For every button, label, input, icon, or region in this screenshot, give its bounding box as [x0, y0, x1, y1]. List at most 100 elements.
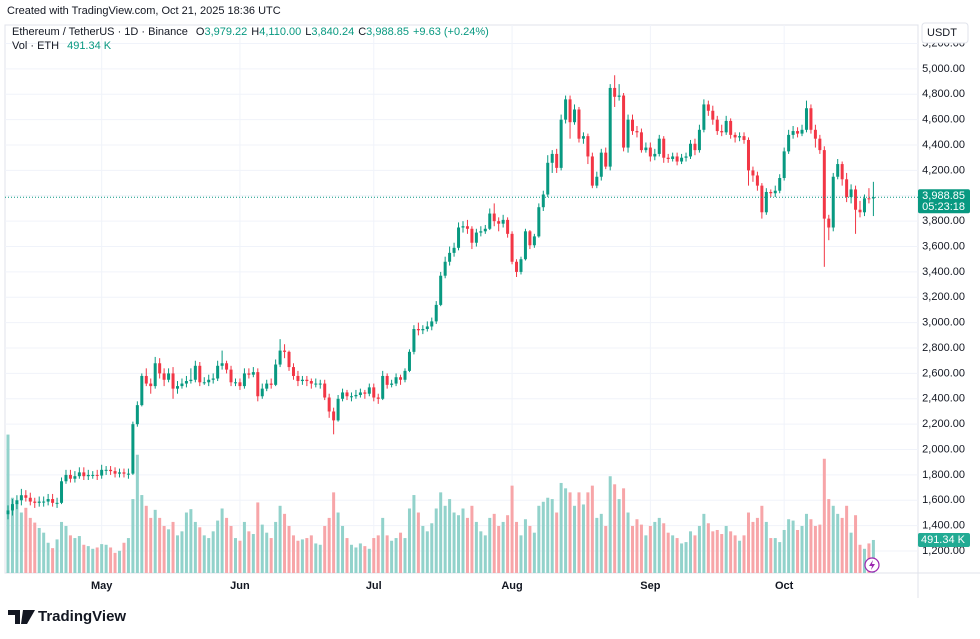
- candle-body: [95, 474, 99, 476]
- candle-body: [751, 170, 755, 176]
- volume-legend: Vol · ETH 491.34 K: [12, 40, 111, 52]
- candle-body: [153, 363, 157, 387]
- volume-bar: [764, 521, 768, 573]
- candle-body: [407, 351, 411, 371]
- candle-body: [354, 394, 358, 397]
- volume-bar: [457, 515, 461, 573]
- candle-body: [207, 379, 211, 383]
- candle-body: [198, 365, 202, 383]
- symbol[interactable]: Ethereum / TetherUS · 1D · Binance: [12, 26, 188, 38]
- c-label: C: [358, 26, 367, 38]
- candle-body: [519, 259, 523, 272]
- volume-bar: [189, 509, 193, 573]
- candle-body: [492, 213, 496, 222]
- volume-bar: [626, 512, 630, 573]
- volume-bar: [367, 548, 371, 573]
- volume-bar: [746, 512, 750, 573]
- vol-label[interactable]: Vol · ETH: [12, 40, 60, 52]
- volume-bar: [233, 538, 237, 573]
- volume-bar: [95, 547, 99, 573]
- candle-body: [809, 108, 813, 130]
- candle-body: [635, 131, 639, 133]
- volume-bar: [91, 548, 95, 573]
- volume-bar: [19, 512, 23, 573]
- x-tick-label: Sep: [640, 580, 660, 592]
- candle-body: [813, 129, 817, 139]
- volume-bar: [37, 527, 41, 573]
- volume-bar: [86, 546, 90, 573]
- volume-bar: [831, 505, 835, 573]
- volume-bar: [198, 527, 202, 573]
- y-tick-label: 2,000.00: [922, 443, 965, 455]
- candle-body: [135, 405, 139, 425]
- candle-body: [109, 469, 113, 472]
- candle-body: [64, 474, 68, 482]
- volume-bar: [840, 517, 844, 573]
- candle-body: [715, 119, 719, 132]
- candle-body: [131, 424, 135, 474]
- volume-bar: [242, 521, 246, 573]
- volume-bar: [483, 535, 487, 573]
- volume-bar: [742, 535, 746, 573]
- candle-body: [158, 363, 162, 374]
- candle-body: [568, 99, 572, 123]
- y-tick-label: 3,800.00: [922, 215, 965, 227]
- candle-body: [515, 261, 519, 272]
- candle-body: [390, 383, 394, 385]
- y-tick-label: 4,200.00: [922, 164, 965, 176]
- candle-body: [550, 153, 554, 163]
- candle-body: [523, 231, 527, 260]
- volume-bar: [300, 539, 304, 573]
- volume-bar: [327, 517, 331, 573]
- volume-bar: [836, 513, 840, 573]
- candle-body: [176, 386, 180, 389]
- volume-bar: [849, 532, 853, 573]
- candle-body: [216, 365, 220, 379]
- candle-body: [60, 481, 64, 503]
- volume-bar: [33, 522, 37, 573]
- candle-body: [706, 104, 710, 111]
- volume-bar: [180, 531, 184, 573]
- candle-body: [68, 474, 72, 479]
- volume-bar: [363, 546, 367, 573]
- plot-background: [4, 24, 919, 574]
- candle-body: [639, 132, 643, 151]
- volume-bar: [390, 540, 394, 573]
- candle-body: [465, 226, 469, 229]
- volume-bar: [729, 531, 733, 573]
- candle-body: [532, 236, 536, 246]
- candle-body: [189, 379, 193, 382]
- candle-body: [367, 387, 371, 394]
- volume-bar: [162, 525, 166, 573]
- candle-body: [608, 87, 612, 167]
- volume-bar: [336, 512, 340, 573]
- volume-bar: [697, 525, 701, 573]
- candle-body: [537, 207, 541, 237]
- volume-bar: [349, 544, 353, 573]
- volume-bar: [738, 540, 742, 573]
- volume-bar: [845, 505, 849, 573]
- candle-body: [385, 375, 389, 385]
- volume-bar: [688, 531, 692, 573]
- candle-body: [251, 372, 255, 375]
- candle-body: [336, 398, 340, 421]
- volume-bar: [430, 523, 434, 573]
- y-tick-label: 4,600.00: [922, 114, 965, 126]
- candle-body: [162, 373, 166, 380]
- volume-bar: [216, 520, 220, 573]
- candle-body: [599, 152, 603, 177]
- y-tick-label: 1,400.00: [922, 520, 965, 532]
- candle-body: [184, 381, 188, 384]
- candle-body: [323, 383, 327, 398]
- candle-body: [122, 472, 126, 474]
- volume-bar: [452, 512, 456, 573]
- candle-body: [483, 228, 487, 232]
- volume-bar: [546, 497, 550, 573]
- volume-bar: [671, 535, 675, 573]
- volume-bar: [153, 509, 157, 573]
- volume-bar: [523, 519, 527, 573]
- volume-bar: [782, 529, 786, 573]
- candle-body: [202, 382, 206, 384]
- candle-body: [278, 350, 282, 365]
- candle-body: [804, 108, 808, 130]
